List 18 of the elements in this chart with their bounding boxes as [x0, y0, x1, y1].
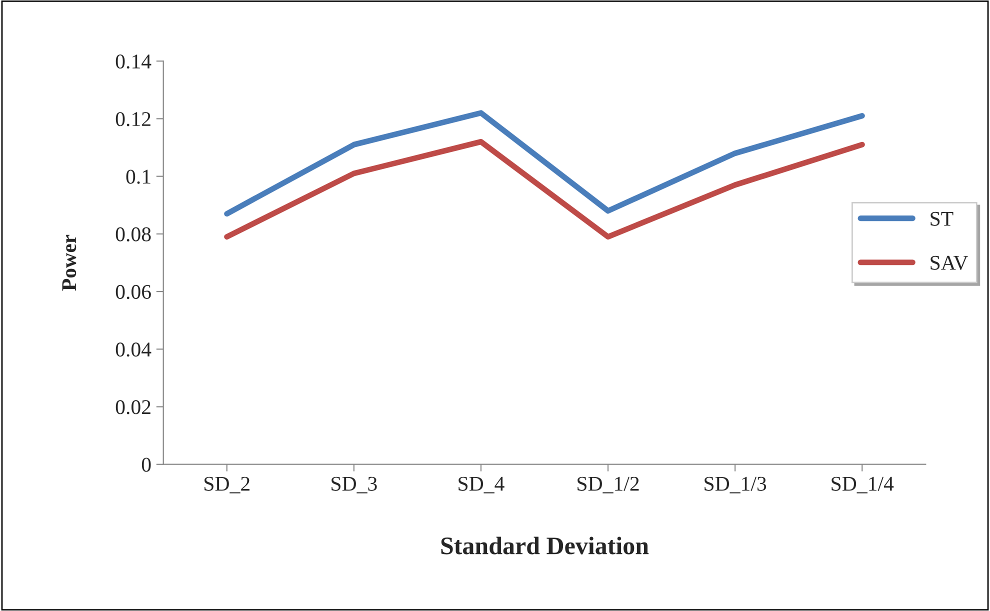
- y-tick-label: 0.1: [126, 170, 150, 184]
- legend-label: SAV: [930, 256, 968, 270]
- y-tick-label: 0.14: [116, 54, 152, 69]
- y-tick-label: 0.06: [116, 284, 151, 300]
- x-tick-label: SD_4: [458, 476, 504, 494]
- y-tick-label: 0.12: [116, 112, 150, 126]
- x-tick-label: SD_2: [204, 476, 250, 494]
- y-axis-title: Power: [62, 234, 76, 291]
- y-tick-label: 0.04: [116, 342, 152, 357]
- legend-label: ST: [930, 212, 954, 226]
- x-tick-label: SD_3: [332, 476, 377, 494]
- x-tick-label: SD_1/3: [704, 476, 766, 494]
- y-tick-label: 0.02: [116, 400, 150, 414]
- y-tick-label: 0.08: [116, 227, 151, 242]
- x-axis-title: Standard Deviation: [441, 536, 649, 554]
- x-tick-label: SD_1/2: [578, 476, 639, 494]
- x-tick-label: SD_1/4: [832, 476, 894, 494]
- y-tick-label: 0: [142, 458, 151, 472]
